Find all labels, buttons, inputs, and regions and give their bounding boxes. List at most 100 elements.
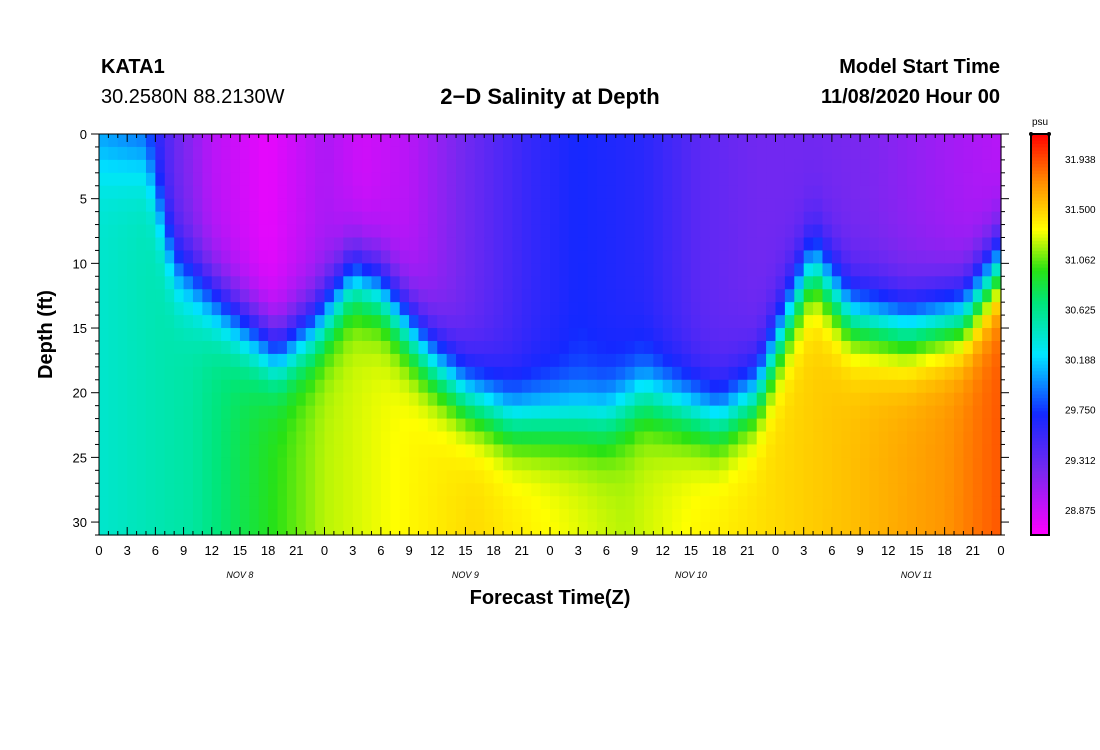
heatmap-cell xyxy=(230,172,241,187)
heatmap-cell xyxy=(766,328,777,342)
heatmap-cell xyxy=(972,172,983,187)
heatmap-cell xyxy=(907,315,918,329)
heatmap-cell xyxy=(559,172,570,187)
heatmap-cell xyxy=(775,418,786,433)
heatmap-cell xyxy=(587,276,598,290)
heatmap-cell xyxy=(108,496,119,510)
heatmap-cell xyxy=(446,405,457,420)
heatmap-cell xyxy=(155,405,166,420)
heatmap-cell xyxy=(831,134,842,148)
heatmap-cell xyxy=(606,315,617,329)
heatmap-cell xyxy=(296,353,307,368)
heatmap-cell xyxy=(211,379,222,394)
heatmap-cell xyxy=(202,302,213,316)
heatmap-cell xyxy=(662,340,673,355)
heatmap-cell xyxy=(230,418,241,433)
colorbar-swatch xyxy=(1031,401,1049,406)
heatmap-cell xyxy=(643,328,654,342)
heatmap-cell xyxy=(503,483,514,497)
heatmap-cell xyxy=(390,444,401,458)
heatmap-cell xyxy=(145,522,156,536)
heatmap-cell xyxy=(878,224,889,239)
heatmap-cell xyxy=(296,405,307,420)
heatmap-cell xyxy=(155,276,166,290)
heatmap-cell xyxy=(897,224,908,239)
heatmap-cell xyxy=(512,237,523,252)
heatmap-cell xyxy=(709,496,720,510)
heatmap-cell xyxy=(202,392,213,407)
heatmap-cell xyxy=(521,418,532,433)
heatmap-cell xyxy=(99,263,109,277)
heatmap-cell xyxy=(982,470,993,484)
x-axis: 0 3 6 9 12 15 18 21 0 3 6 9 12 15 18 21 0 3 6 9 12 15 18 21 0 3 6 9… xyxy=(95,134,1005,558)
heatmap-cell xyxy=(737,328,748,342)
heatmap-cell xyxy=(606,470,617,484)
colorbar-swatch xyxy=(1031,324,1049,329)
heatmap-cell xyxy=(239,444,250,458)
heatmap-cell xyxy=(643,159,654,174)
heatmap-cell xyxy=(108,250,119,264)
heatmap-cell xyxy=(493,211,504,226)
heatmap-cell xyxy=(390,340,401,355)
heatmap-cell xyxy=(324,522,335,536)
heatmap-cell xyxy=(315,185,326,200)
heatmap-cell xyxy=(239,392,250,407)
heatmap-cell xyxy=(643,237,654,252)
heatmap-cell xyxy=(709,211,720,226)
heatmap-cell xyxy=(709,457,720,471)
heatmap-cell xyxy=(296,522,307,536)
heatmap-cell xyxy=(333,211,344,226)
heatmap-cell xyxy=(211,470,222,484)
heatmap-cell xyxy=(907,522,918,536)
heatmap-cell xyxy=(822,470,833,484)
heatmap-cell xyxy=(164,250,175,264)
heatmap-cell xyxy=(136,470,147,484)
heatmap-cell xyxy=(709,185,720,200)
heatmap-cell xyxy=(963,522,974,536)
heatmap-cell xyxy=(333,366,344,381)
heatmap-cell xyxy=(315,134,326,148)
heatmap-cell xyxy=(108,444,119,458)
heatmap-cell xyxy=(634,172,645,187)
heatmap-cell xyxy=(878,340,889,355)
heatmap-cell xyxy=(615,276,626,290)
x-tick-label: 9 xyxy=(180,543,187,558)
heatmap-cell xyxy=(982,379,993,394)
heatmap-cell xyxy=(286,276,297,290)
heatmap-cell xyxy=(437,185,448,200)
heatmap-cell xyxy=(324,483,335,497)
heatmap-cell xyxy=(596,392,607,407)
heatmap-cell xyxy=(465,418,476,433)
heatmap-cell xyxy=(465,444,476,458)
heatmap-cell xyxy=(512,224,523,239)
heatmap-cell xyxy=(277,224,288,239)
heatmap-cell xyxy=(164,237,175,252)
heatmap-cell xyxy=(258,198,269,213)
heatmap-cell xyxy=(239,263,250,277)
heatmap-cell xyxy=(700,302,711,316)
heatmap-cell xyxy=(935,340,946,355)
heatmap-cell xyxy=(615,366,626,381)
heatmap-cell xyxy=(277,483,288,497)
heatmap-cell xyxy=(615,392,626,407)
heatmap-cell xyxy=(587,457,598,471)
colorbar-swatch xyxy=(1031,444,1049,449)
heatmap-cell xyxy=(183,483,194,497)
heatmap-cell xyxy=(427,392,438,407)
colorbar-tick-label: 29.750 xyxy=(1065,406,1096,417)
heatmap-cell xyxy=(117,379,128,394)
heatmap-cell xyxy=(860,483,871,497)
heatmap-cell xyxy=(991,146,1002,161)
heatmap-cell xyxy=(155,431,166,446)
heatmap-cell xyxy=(456,237,467,252)
heatmap-cell xyxy=(183,172,194,187)
heatmap-cell xyxy=(568,159,579,174)
heatmap-cell xyxy=(709,328,720,342)
heatmap-cell xyxy=(409,353,420,368)
heatmap-cell xyxy=(333,315,344,329)
heatmap-cell xyxy=(371,172,382,187)
heatmap-cell xyxy=(982,198,993,213)
heatmap-cell xyxy=(239,146,250,161)
heatmap-cell xyxy=(907,289,918,303)
heatmap-cell xyxy=(202,444,213,458)
